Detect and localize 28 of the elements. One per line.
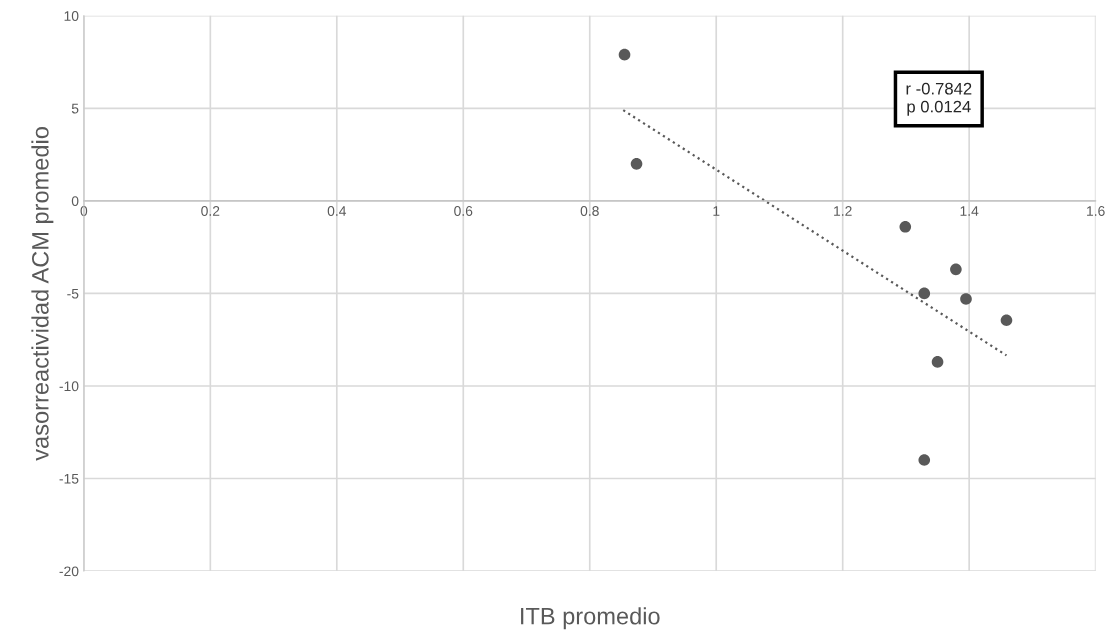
y-tick-label: -20 — [59, 566, 79, 577]
point — [918, 454, 931, 466]
annotation: r -0.7842 p 0.0124 — [906, 82, 972, 116]
y-tick-label: -15 — [59, 473, 79, 484]
y-tick-label: 5 — [71, 103, 79, 114]
x-axis-title: ITB promedio — [521, 607, 660, 630]
x-tick-label: 1 — [713, 206, 720, 216]
y-tick-label: 0 — [71, 196, 79, 207]
y-axis-title: vasorreactividad ACM promedio — [31, 127, 54, 461]
point — [950, 263, 962, 276]
y-tick-label: -10 — [59, 381, 79, 392]
x-tick-label: 0.2 — [201, 206, 220, 216]
point — [918, 287, 931, 300]
point — [1000, 314, 1013, 327]
x-tick-label: 0.6 — [454, 206, 473, 216]
x-tick-label: 0.8 — [580, 206, 599, 216]
point — [899, 220, 912, 233]
x-tick-label: 1.6 — [1087, 206, 1105, 216]
point — [960, 293, 972, 305]
x-tick-label: 0.4 — [327, 206, 347, 216]
point — [630, 158, 643, 170]
x-tick-label: 0 — [80, 206, 88, 216]
x-tick-label: 1.4 — [960, 206, 979, 216]
point — [618, 48, 631, 61]
y-tick-label: -5 — [67, 288, 79, 299]
point — [931, 356, 944, 368]
x-tick-label: 1.2 — [834, 206, 852, 216]
y-tick-label: 10 — [64, 11, 79, 21]
